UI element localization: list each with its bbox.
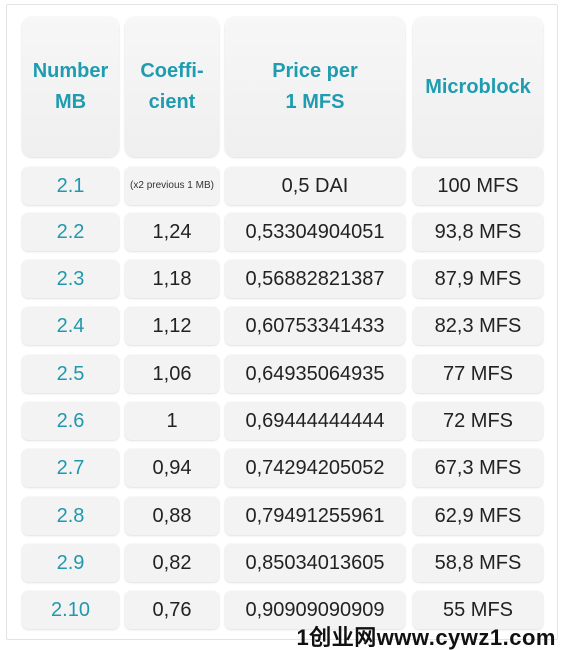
cell-number: 2.6 [22, 402, 119, 440]
cell-coefficient: 0,76 [125, 591, 219, 629]
header-line: 1 MFS [285, 91, 345, 113]
cell-price: 0,79491255961 [225, 497, 405, 535]
header-line: Number [32, 60, 109, 82]
cell-microblock: 72 MFS [413, 402, 543, 440]
cell-price: 0,56882821387 [225, 260, 405, 298]
cell-price: 0,53304904051 [225, 213, 405, 251]
header-microblock: Microblock [413, 17, 543, 157]
cell-number: 2.7 [22, 449, 119, 487]
cell-coefficient: 1,18 [125, 260, 219, 298]
cell-price: 0,64935064935 [225, 355, 405, 393]
cell-number: 2.4 [22, 307, 119, 345]
cell-microblock: 55 MFS [413, 591, 543, 629]
cell-microblock: 62,9 MFS [413, 497, 543, 535]
header-coefficient: Coeffi-cient [125, 17, 219, 157]
cell-coefficient: (x2 previous 1 MB) [125, 167, 219, 205]
cell-number: 2.3 [22, 260, 119, 298]
cell-microblock: 87,9 MFS [413, 260, 543, 298]
cell-number: 2.2 [22, 213, 119, 251]
header-line: Coeffi- [140, 60, 204, 82]
header-line: Price per [272, 60, 358, 82]
cell-coefficient: 1,24 [125, 213, 219, 251]
cell-number: 2.1 [22, 167, 119, 205]
header-line: MB [54, 91, 87, 113]
cell-microblock: 77 MFS [413, 355, 543, 393]
header-line: cient [148, 91, 196, 113]
cell-coefficient: 1 [125, 402, 219, 440]
header-line: Microblock [425, 75, 531, 98]
cell-number: 2.9 [22, 544, 119, 582]
cell-microblock: 82,3 MFS [413, 307, 543, 345]
cell-coefficient: 0,88 [125, 497, 219, 535]
cell-price: 0,85034013605 [225, 544, 405, 582]
cell-coefficient: 0,94 [125, 449, 219, 487]
header-number-mb: Number MB [22, 17, 119, 157]
cell-price: 0,90909090909 [225, 591, 405, 629]
cell-microblock: 67,3 MFS [413, 449, 543, 487]
cell-number: 2.8 [22, 497, 119, 535]
cell-microblock: 100 MFS [413, 167, 543, 205]
cell-coefficient: 1,06 [125, 355, 219, 393]
cell-number: 2.10 [22, 591, 119, 629]
cell-microblock: 58,8 MFS [413, 544, 543, 582]
cell-coefficient: 1,12 [125, 307, 219, 345]
cell-price: 0,5 DAI [225, 167, 405, 205]
cell-number: 2.5 [22, 355, 119, 393]
cell-price: 0,60753341433 [225, 307, 405, 345]
watermark: 1创业网www.cywz1.com [296, 625, 556, 650]
cell-price: 0,69444444444 [225, 402, 405, 440]
cell-microblock: 93,8 MFS [413, 213, 543, 251]
cell-coefficient: 0,82 [125, 544, 219, 582]
cell-price: 0,74294205052 [225, 449, 405, 487]
header-price-per-mfs: Price per 1 MFS [225, 17, 405, 157]
